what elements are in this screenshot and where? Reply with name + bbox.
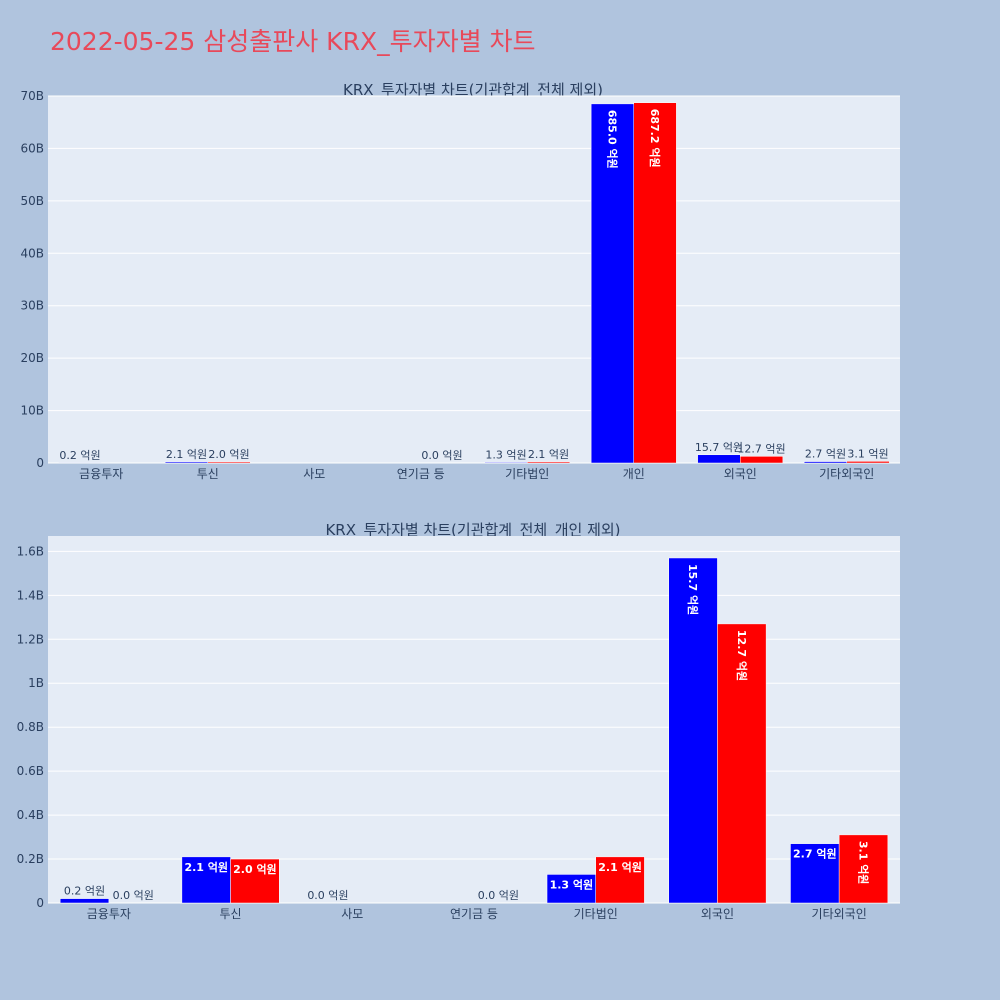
bar: [527, 461, 571, 464]
data-label: 2.0 억원: [233, 862, 277, 876]
bar: [164, 461, 208, 464]
x-tick-label: 금융투자: [79, 467, 123, 481]
x-tick-label: 외국인: [701, 907, 734, 921]
data-label: 2.7 억원: [793, 847, 837, 861]
y-tick-label: 0: [36, 456, 44, 470]
x-tick-label: 투신: [197, 467, 219, 481]
data-label: 3.1 억원: [847, 447, 888, 460]
y-tick-label: 0.6B: [17, 764, 44, 778]
x-tick-label: 개인: [623, 467, 645, 481]
page-title: 2022-05-25 삼성출판사 KRX_투자자별 차트: [50, 27, 536, 56]
data-label: 685.0 억원: [605, 110, 619, 169]
bar: [668, 557, 718, 904]
data-label: 12.7 억원: [737, 442, 785, 455]
bar: [790, 843, 840, 904]
x-tick-label: 사모: [341, 907, 363, 921]
x-tick-label: 연기금 등: [450, 907, 498, 921]
x-tick-label: 기타외국인: [812, 907, 867, 921]
data-label: 0.2 억원: [59, 449, 100, 462]
data-label: 2.1 억원: [166, 448, 207, 461]
x-tick-label: 외국인: [724, 467, 757, 481]
bar: [590, 103, 635, 464]
data-label: 2.1 억원: [598, 860, 642, 874]
data-label: 687.2 억원: [648, 109, 662, 168]
bar: [633, 102, 677, 464]
bar: [595, 856, 645, 904]
bar: [803, 461, 848, 464]
x-tick-label: 투신: [220, 907, 242, 921]
plot-area: [48, 96, 900, 463]
x-tick-label: 연기금 등: [397, 467, 445, 481]
y-tick-label: 0: [36, 896, 44, 910]
y-tick-label: 0.2B: [17, 852, 44, 866]
bar: [838, 834, 889, 904]
data-label: 0.0 억원: [421, 449, 462, 462]
bar: [59, 898, 110, 904]
data-label: 2.1 억원: [528, 448, 569, 461]
bar: [697, 454, 741, 464]
bar: [230, 858, 280, 904]
x-tick-label: 금융투자: [87, 907, 131, 921]
data-label: 1.3 억원: [550, 877, 594, 891]
data-label: 1.3 억원: [485, 448, 526, 461]
bar: [484, 462, 528, 464]
data-label: 0.0 억원: [113, 889, 154, 902]
chart-title: KRX_투자자별 차트(기관합계_전체_개인 제외): [325, 521, 620, 540]
chart-title: KRX_투자자별 차트(기관합계_전체 제외): [343, 81, 603, 100]
chart-top: KRX_투자자별 차트(기관합계_전체 제외) 0 10B 20B 30B 40B 50B…: [20, 81, 900, 481]
y-tick-label: 30B: [20, 299, 44, 313]
y-tick-label: 1B: [28, 676, 44, 690]
data-label: 3.1 억원: [856, 841, 870, 885]
bar: [181, 856, 231, 904]
data-label: 0.2 억원: [64, 885, 105, 898]
x-tick-label: 기타외국인: [819, 467, 874, 481]
data-label: 0.0 억원: [307, 889, 348, 902]
data-label: 15.7 억원: [695, 441, 743, 454]
x-tick-label: 기타법인: [505, 467, 549, 481]
data-label: 0.0 억원: [478, 889, 519, 902]
y-tick-label: 1.6B: [17, 544, 44, 558]
y-tick-label: 40B: [20, 246, 44, 260]
data-label: 2.0 억원: [208, 448, 249, 461]
y-tick-label: 20B: [20, 351, 44, 365]
y-tick-label: 50B: [20, 194, 44, 208]
bar: [546, 874, 596, 904]
y-tick-label: 0.8B: [17, 720, 44, 734]
y-tick-label: 10B: [20, 404, 44, 418]
data-label: 15.7 억원: [686, 564, 700, 615]
x-tick-label: 기타법인: [574, 907, 618, 921]
bar: [740, 456, 784, 464]
bar: [207, 461, 251, 464]
bar: [717, 623, 767, 904]
y-tick-label: 60B: [20, 141, 44, 155]
data-label: 12.7 억원: [735, 630, 749, 681]
y-tick-label: 70B: [20, 89, 44, 103]
plot-area: [48, 536, 900, 903]
x-tick-label: 사모: [303, 467, 325, 481]
y-tick-label: 0.4B: [17, 808, 44, 822]
chart-bottom: KRX_투자자별 차트(기관합계_전체_개인 제외) 0 0.2B 0.4B 0.6B…: [17, 521, 900, 921]
y-tick-label: 1.2B: [17, 632, 44, 646]
y-tick-label: 1.4B: [17, 588, 44, 602]
data-label: 2.1 억원: [184, 860, 228, 874]
data-label: 2.7 억원: [805, 448, 846, 461]
bar: [846, 461, 890, 464]
